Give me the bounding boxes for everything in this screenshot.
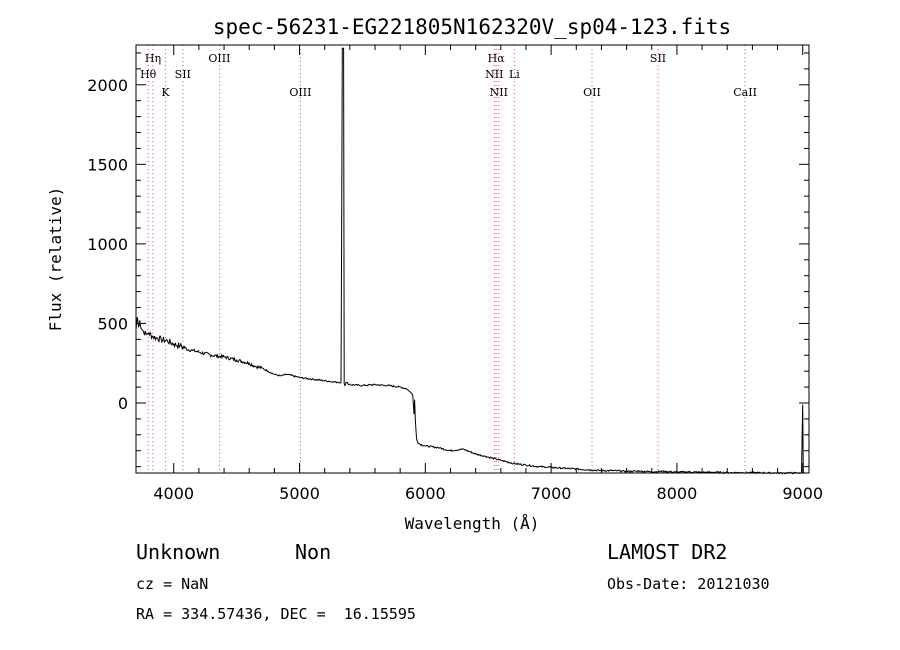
- x-tick-label: 9000: [782, 484, 823, 503]
- y-tick-label: 1500: [87, 155, 128, 174]
- line-marker-label: Li: [509, 68, 520, 81]
- line-marker-label: NII: [490, 86, 508, 99]
- redshift-text: cz = NaN: [136, 575, 209, 593]
- x-tick-label: 8000: [657, 484, 698, 503]
- chart-title: spec-56231-EG221805N162320V_sp04-123.fit…: [213, 15, 731, 39]
- x-tick-label: 4000: [153, 484, 194, 503]
- line-marker-label: Hη: [145, 52, 161, 65]
- line-marker-label: SII: [175, 68, 191, 81]
- y-axis-label: Flux (relative): [46, 187, 65, 332]
- x-axis-label: Wavelength (Å): [405, 514, 540, 533]
- x-axis-ticks: 4000 5000 6000 7000 8000 9000: [153, 45, 823, 503]
- coordinates: RA = 334.57436, DEC = 16.15595: [136, 605, 416, 623]
- line-marker-label: SII: [650, 52, 666, 65]
- obs-date: Obs-Date: 20121030: [607, 575, 770, 593]
- object-subclass: Non: [295, 540, 332, 564]
- y-tick-label: 0: [118, 394, 128, 413]
- survey-name: LAMOST DR2: [607, 540, 728, 564]
- y-tick-label: 1000: [87, 235, 128, 254]
- line-marker-label: NII: [485, 68, 503, 81]
- line-marker-label: OII: [583, 86, 601, 99]
- object-class: Unknown: [136, 540, 221, 564]
- x-tick-label: 7000: [531, 484, 572, 503]
- line-marker-label: CaII: [733, 86, 757, 99]
- plot-frame: [135, 44, 810, 474]
- line-marker-label: K: [161, 86, 170, 99]
- line-marker-label: Hα: [488, 52, 506, 65]
- x-tick-label: 5000: [279, 484, 320, 503]
- x-tick-label: 6000: [405, 484, 446, 503]
- line-marker-label: OIII: [208, 52, 230, 65]
- spectrum-line: [135, 47, 806, 475]
- y-tick-label: 2000: [87, 76, 128, 95]
- line-marker-label: Hθ: [140, 68, 157, 81]
- y-tick-label: 500: [97, 314, 128, 333]
- line-marker-label: OIII: [289, 86, 311, 99]
- y-axis-ticks: 0 500 1000 1500 2000: [87, 52, 809, 468]
